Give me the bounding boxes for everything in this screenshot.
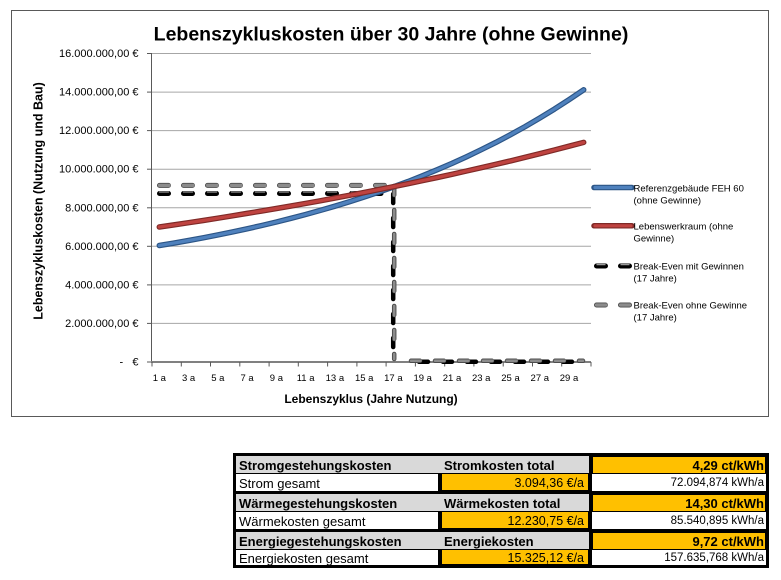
svg-text:Gewinne): Gewinne) <box>634 234 675 245</box>
svg-text:Lebenswerkraum (ohne: Lebenswerkraum (ohne <box>634 222 734 233</box>
svg-text:17 a: 17 a <box>384 373 403 384</box>
svg-text:Lebenszykluskosten (Nutzung un: Lebenszykluskosten (Nutzung und Bau) <box>32 82 46 320</box>
svg-text:10.000.000,00 €: 10.000.000,00 € <box>59 164 139 176</box>
svg-text:9 a: 9 a <box>270 373 284 384</box>
svg-text:13 a: 13 a <box>326 373 345 384</box>
svg-text:14.000.000,00 €: 14.000.000,00 € <box>59 87 139 99</box>
svg-text:(17 Jahre): (17 Jahre) <box>634 313 677 324</box>
svg-text:11 a: 11 a <box>297 373 316 384</box>
svg-text:1 a: 1 a <box>153 373 167 384</box>
svg-text:Break-Even mit Gewinnen: Break-Even mit Gewinnen <box>634 261 744 272</box>
svg-text:(17 Jahre): (17 Jahre) <box>634 273 677 284</box>
svg-text:8.000.000,00 €: 8.000.000,00 € <box>65 202 138 214</box>
svg-text:16.000.000,00 €: 16.000.000,00 € <box>59 48 139 60</box>
svg-text:23 a: 23 a <box>472 373 491 384</box>
svg-text:25 a: 25 a <box>501 373 520 384</box>
svg-text:15 a: 15 a <box>355 373 374 384</box>
svg-text:- €: - € <box>120 357 139 369</box>
svg-text:27 a: 27 a <box>531 373 550 384</box>
svg-text:Lebenszyklus (Jahre Nutzung): Lebenszyklus (Jahre Nutzung) <box>284 392 457 406</box>
svg-text:12.000.000,00 €: 12.000.000,00 € <box>59 125 139 137</box>
svg-text:6.000.000,00 €: 6.000.000,00 € <box>65 241 138 253</box>
svg-text:29 a: 29 a <box>560 373 579 384</box>
svg-text:21 a: 21 a <box>443 373 462 384</box>
svg-text:2.000.000,00 €: 2.000.000,00 € <box>65 318 138 330</box>
svg-text:19 a: 19 a <box>413 373 432 384</box>
svg-text:4.000.000,00 €: 4.000.000,00 € <box>65 279 138 291</box>
svg-text:(ohne Gewinne): (ohne Gewinne) <box>634 196 702 207</box>
svg-text:Lebenszykluskosten über 30 Jah: Lebenszykluskosten über 30 Jahre (ohne G… <box>154 24 629 46</box>
svg-text:Break-Even ohne Gewinne: Break-Even ohne Gewinne <box>634 301 748 312</box>
svg-text:Referenzgebäude FEH 60: Referenzgebäude FEH 60 <box>634 184 744 195</box>
svg-text:3 a: 3 a <box>182 373 196 384</box>
svg-text:5 a: 5 a <box>211 373 225 384</box>
svg-text:7 a: 7 a <box>240 373 254 384</box>
